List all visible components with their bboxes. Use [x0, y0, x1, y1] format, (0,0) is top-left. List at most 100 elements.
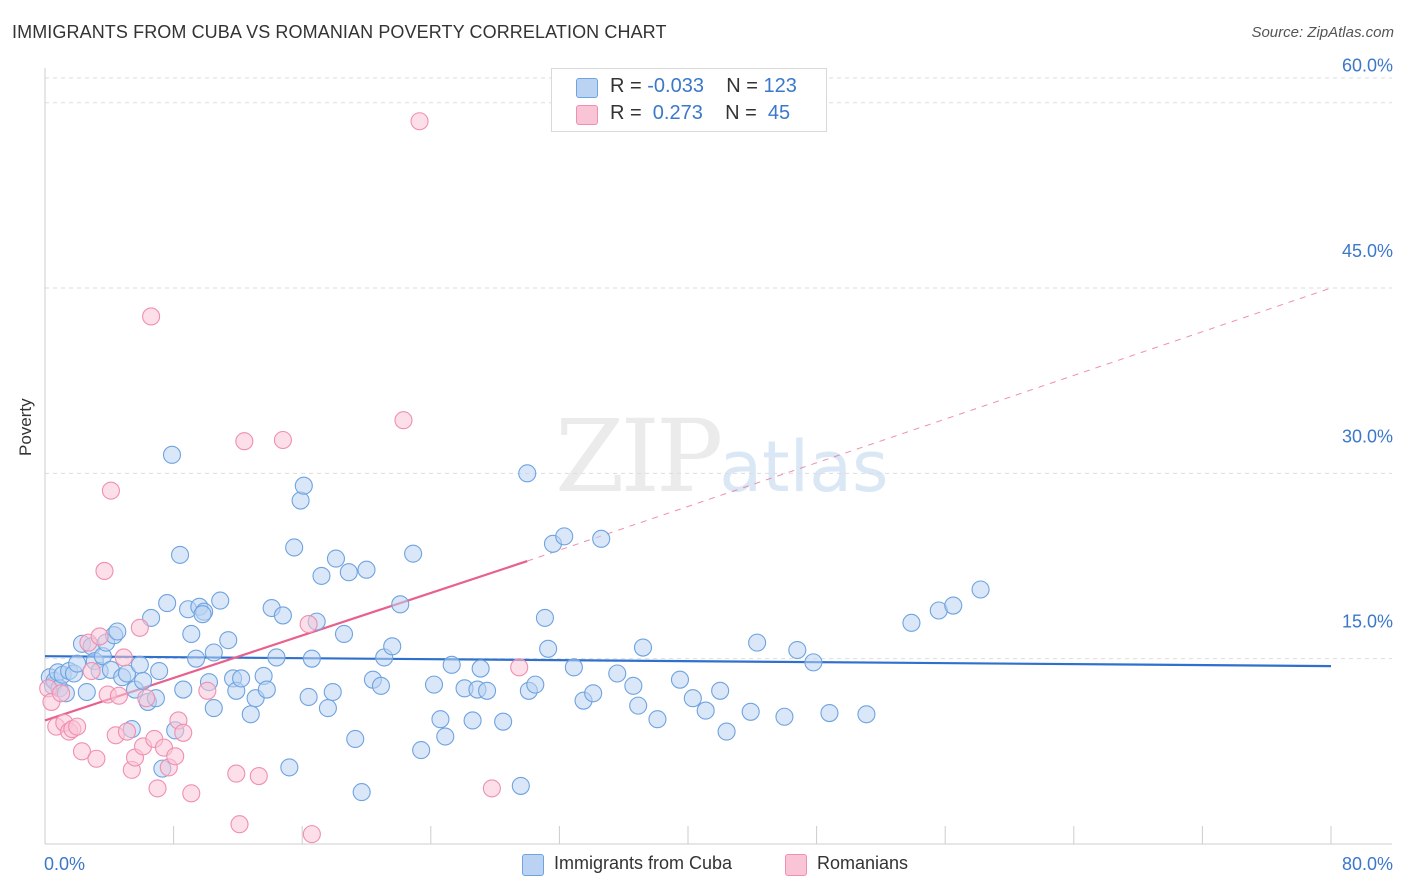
cuba-point — [134, 671, 153, 690]
chart-source: Source: ZipAtlas.com — [1251, 24, 1394, 41]
cuba-trend-line — [44, 655, 1332, 668]
cuba-point — [158, 594, 177, 613]
cuba-point — [539, 639, 558, 658]
romanians-point — [174, 723, 193, 742]
cuba-point — [285, 538, 304, 557]
cuba-point — [174, 680, 193, 699]
cuba-point — [717, 722, 736, 741]
cuba-point — [592, 529, 611, 548]
legend-row-romanians: R = 0.273 N = 45 — [552, 100, 826, 128]
cuba-point — [294, 476, 313, 495]
romanians-point — [299, 615, 318, 634]
romanians-point — [302, 825, 321, 844]
cuba-point — [391, 595, 410, 614]
correlation-legend: R = -0.033 N = 123 R = 0.273 N = 45 — [551, 68, 827, 132]
cuba-point — [436, 727, 455, 746]
cuba-point — [902, 613, 921, 632]
romanians-point — [90, 627, 109, 646]
cuba-legend-swatch — [522, 854, 544, 876]
cuba-point — [526, 675, 545, 694]
cuba-point — [463, 711, 482, 730]
cuba-point — [775, 707, 794, 726]
cuba-point — [318, 699, 337, 718]
cuba-point — [748, 633, 767, 652]
cuba-point — [182, 624, 201, 644]
series-legend: Immigrants from Cuba Romanians — [0, 852, 1406, 878]
cuba-point — [302, 649, 321, 668]
cuba-point — [204, 699, 223, 718]
cuba-point — [971, 580, 990, 599]
cuba-point — [804, 653, 823, 672]
watermark-zip: ZIP — [555, 398, 723, 515]
romanians-point — [510, 658, 529, 677]
legend-text-romanians: R = 0.273 N = 45 — [610, 102, 790, 125]
cuba-point — [204, 643, 223, 662]
romanians-point — [394, 411, 413, 430]
cuba-point — [404, 544, 423, 563]
x-tick-label-max: 80.0% — [1342, 854, 1393, 874]
romanians-point — [198, 681, 217, 700]
cuba-point — [352, 783, 371, 802]
romanians-point — [249, 766, 268, 786]
cuba-point — [424, 675, 444, 694]
cuba-point — [696, 701, 715, 720]
romanians-point — [273, 430, 292, 450]
cuba-point — [584, 684, 603, 703]
cuba-point — [326, 549, 346, 568]
cuba-point — [371, 676, 391, 695]
cuba-point — [564, 658, 583, 677]
legend-label-cuba: Immigrants from Cuba — [554, 853, 733, 873]
cuba-swatch — [576, 78, 598, 98]
romanians-point — [227, 764, 246, 783]
romanians-point — [72, 742, 92, 761]
legend-label-romanians: Romanians — [817, 853, 909, 873]
cuba-point — [633, 638, 653, 657]
cuba-point — [511, 776, 530, 795]
cuba-point — [431, 710, 450, 729]
r-value: 0.273 — [647, 102, 703, 124]
cuba-point — [442, 655, 461, 674]
romanians-trend-extension — [527, 287, 1332, 562]
cuba-point — [412, 741, 431, 760]
axes — [44, 68, 1392, 845]
cuba-point — [187, 649, 206, 668]
cuba-point — [357, 560, 376, 579]
cuba-point — [334, 624, 354, 644]
cuba-point — [211, 591, 230, 610]
cuba-point — [77, 682, 96, 702]
n-label: N = — [725, 102, 763, 124]
romanians-point — [114, 648, 133, 667]
cuba-point — [312, 566, 331, 585]
cuba-point — [648, 710, 667, 729]
n-value: 123 — [763, 75, 797, 97]
cuba-point — [608, 664, 627, 683]
cuba-point — [291, 491, 310, 510]
cuba-point — [670, 670, 690, 689]
romanians-point — [101, 481, 120, 500]
romanians-point — [137, 689, 156, 708]
n-value: 45 — [762, 102, 791, 124]
cuba-point — [788, 640, 807, 660]
cuba-point — [518, 464, 537, 483]
y-tick-label: 15.0% — [1342, 612, 1393, 632]
romanians-point — [68, 717, 87, 736]
cuba-point — [170, 545, 190, 564]
watermark: ZIPatlas — [555, 398, 888, 515]
romanians-point — [230, 815, 249, 834]
cuba-point — [267, 648, 286, 667]
cuba-point — [232, 669, 251, 688]
romanians-point — [117, 722, 137, 741]
romanians-point — [482, 779, 501, 798]
romanians-point — [166, 747, 185, 766]
cuba-point — [299, 687, 318, 707]
romanians-legend-swatch — [785, 854, 807, 876]
romanians-point — [95, 561, 114, 581]
cuba-point — [383, 637, 402, 656]
cuba-point — [323, 682, 342, 702]
cuba-point — [494, 712, 513, 731]
cuba-point — [478, 681, 497, 700]
cuba-point — [273, 606, 292, 625]
r-label: R = — [610, 75, 648, 97]
cuba-point — [68, 654, 87, 673]
cuba-point — [130, 655, 149, 674]
